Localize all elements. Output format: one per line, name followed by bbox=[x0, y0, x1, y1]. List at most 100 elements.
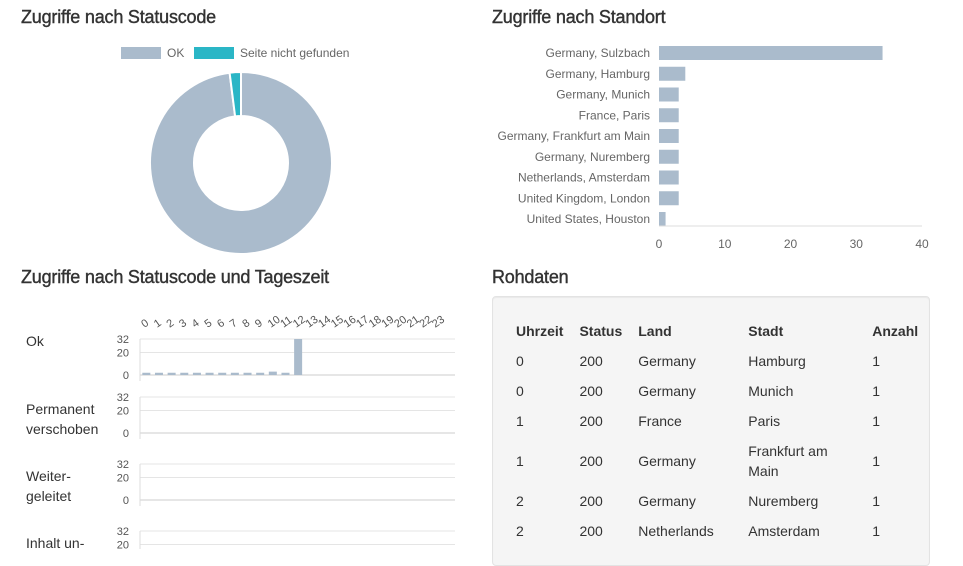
location-bar[interactable] bbox=[659, 108, 679, 123]
cell-count: 1 bbox=[872, 523, 881, 539]
legend-label-not-found[interactable]: Seite nicht gefunden bbox=[240, 46, 349, 60]
hour-bar[interactable] bbox=[142, 372, 151, 375]
y-tick-label: 32 bbox=[117, 526, 129, 538]
cell-status: 200 bbox=[579, 453, 603, 469]
status-chart-title: Zugriffe nach Statuscode bbox=[21, 7, 217, 27]
raw-data-table: Uhrzeit Status Land Stadt Anzahl 0 200 G… bbox=[508, 316, 926, 546]
cell-time: 2 bbox=[516, 493, 524, 509]
hour-bar[interactable] bbox=[154, 372, 163, 375]
donut-slice-ok[interactable] bbox=[149, 70, 333, 255]
cell-country: Netherlands bbox=[638, 523, 714, 539]
cell-city: Paris bbox=[748, 413, 781, 429]
table-row: 2 200 Germany Nuremberg 1 bbox=[508, 486, 926, 516]
y-tick-label: 32 bbox=[117, 459, 129, 471]
y-tick-label: 0 bbox=[123, 428, 129, 440]
location-bar[interactable] bbox=[659, 212, 666, 226]
location-bar-chart: Germany, Sulzbach Germany, Hamburg Germany… bbox=[498, 46, 929, 251]
hour-bar[interactable] bbox=[167, 372, 176, 375]
row-label-permanent-moved: Permanent verschoben bbox=[26, 401, 99, 437]
cell-time: 2 bbox=[516, 523, 524, 539]
hour-bar[interactable] bbox=[294, 339, 303, 375]
cell-city: Hamburg bbox=[748, 353, 806, 369]
location-bar[interactable] bbox=[659, 129, 679, 143]
location-label: United States, Houston bbox=[527, 212, 650, 226]
y-tick-label: 20 bbox=[117, 540, 129, 550]
cell-count: 1 bbox=[872, 383, 881, 399]
hour-label: 21 bbox=[405, 314, 422, 331]
location-label: Germany, Munich bbox=[556, 88, 650, 102]
y-tick-label: 0 bbox=[123, 370, 129, 382]
hour-bar[interactable] bbox=[205, 372, 214, 375]
legend-label-ok[interactable]: OK bbox=[167, 46, 184, 60]
cell-status: 200 bbox=[579, 523, 603, 539]
status-row-chart: 32 20 0 bbox=[117, 392, 455, 440]
hour-label: 0 bbox=[139, 317, 151, 330]
x-tick-label: 30 bbox=[850, 237, 864, 251]
cell-country: Germany bbox=[638, 383, 696, 399]
location-label: Germany, Frankfurt am Main bbox=[498, 129, 650, 143]
y-tick-label: 20 bbox=[117, 473, 129, 485]
timeofday-chart-title: Zugriffe nach Statuscode und Tageszeit bbox=[21, 267, 330, 287]
col-header-count: Anzahl bbox=[872, 323, 919, 339]
hour-label: 9 bbox=[253, 317, 265, 330]
y-tick-label: 32 bbox=[117, 334, 129, 346]
cell-city: Nuremberg bbox=[748, 493, 819, 509]
col-header-city: Stadt bbox=[748, 323, 784, 339]
location-bar[interactable] bbox=[659, 46, 883, 60]
hour-label: 18 bbox=[367, 314, 384, 331]
y-tick-label: 20 bbox=[117, 406, 129, 418]
location-bar[interactable] bbox=[659, 87, 679, 102]
col-header-status: Status bbox=[579, 323, 623, 339]
hour-bar[interactable] bbox=[281, 372, 290, 375]
cell-time: 1 bbox=[516, 413, 524, 429]
table-row: 1 200 France Paris 1 bbox=[508, 406, 926, 436]
x-tick-label: 40 bbox=[915, 237, 929, 251]
location-bar[interactable] bbox=[659, 170, 679, 185]
cell-country: France bbox=[638, 413, 682, 429]
legend-swatch-not-found[interactable] bbox=[194, 47, 234, 59]
col-header-time: Uhrzeit bbox=[516, 323, 564, 339]
location-bar[interactable] bbox=[659, 149, 679, 164]
location-bar[interactable] bbox=[659, 66, 686, 81]
table-row: 0 200 Germany Hamburg 1 bbox=[508, 346, 926, 376]
cell-status: 200 bbox=[579, 493, 603, 509]
x-tick-label: 20 bbox=[784, 237, 798, 251]
hour-bar[interactable] bbox=[218, 372, 227, 375]
hour-bar[interactable] bbox=[192, 372, 201, 375]
hour-label: 14 bbox=[316, 314, 333, 331]
row-label-ok: Ok bbox=[26, 333, 44, 349]
cell-time: 0 bbox=[516, 353, 524, 369]
hour-bar[interactable] bbox=[230, 372, 239, 375]
hour-bar[interactable] bbox=[256, 372, 265, 375]
cell-country: Germany bbox=[638, 453, 696, 469]
hour-bar[interactable] bbox=[243, 372, 252, 375]
cell-count: 1 bbox=[872, 453, 881, 469]
raw-data-title: Rohdaten bbox=[492, 267, 569, 287]
hour-label: 3 bbox=[177, 317, 189, 330]
location-bar[interactable] bbox=[659, 191, 679, 206]
hour-label: 1 bbox=[152, 317, 164, 330]
cell-count: 1 bbox=[872, 493, 881, 509]
cell-status: 200 bbox=[579, 383, 603, 399]
location-label: United Kingdom, London bbox=[518, 191, 650, 205]
hour-label: 7 bbox=[228, 317, 240, 330]
location-label: Netherlands, Amsterdam bbox=[518, 171, 650, 185]
cell-country: Germany bbox=[638, 353, 696, 369]
location-chart-title: Zugriffe nach Standort bbox=[492, 7, 666, 27]
cell-count: 1 bbox=[872, 353, 881, 369]
hour-bar[interactable] bbox=[180, 372, 189, 375]
row-label-no-content: Inhalt un- bbox=[26, 535, 85, 551]
location-label: France, Paris bbox=[579, 108, 650, 122]
cell-status: 200 bbox=[579, 413, 603, 429]
hour-label: 12 bbox=[291, 314, 308, 331]
legend-swatch-ok[interactable] bbox=[121, 47, 161, 59]
hour-label: 19 bbox=[380, 314, 397, 331]
row-label-redirected: Weiter-geleitet bbox=[26, 468, 72, 504]
cell-count: 1 bbox=[872, 413, 881, 429]
y-tick-label: 32 bbox=[117, 392, 129, 404]
hour-bar[interactable] bbox=[268, 371, 277, 375]
donut-slice-not-found[interactable] bbox=[228, 70, 242, 118]
